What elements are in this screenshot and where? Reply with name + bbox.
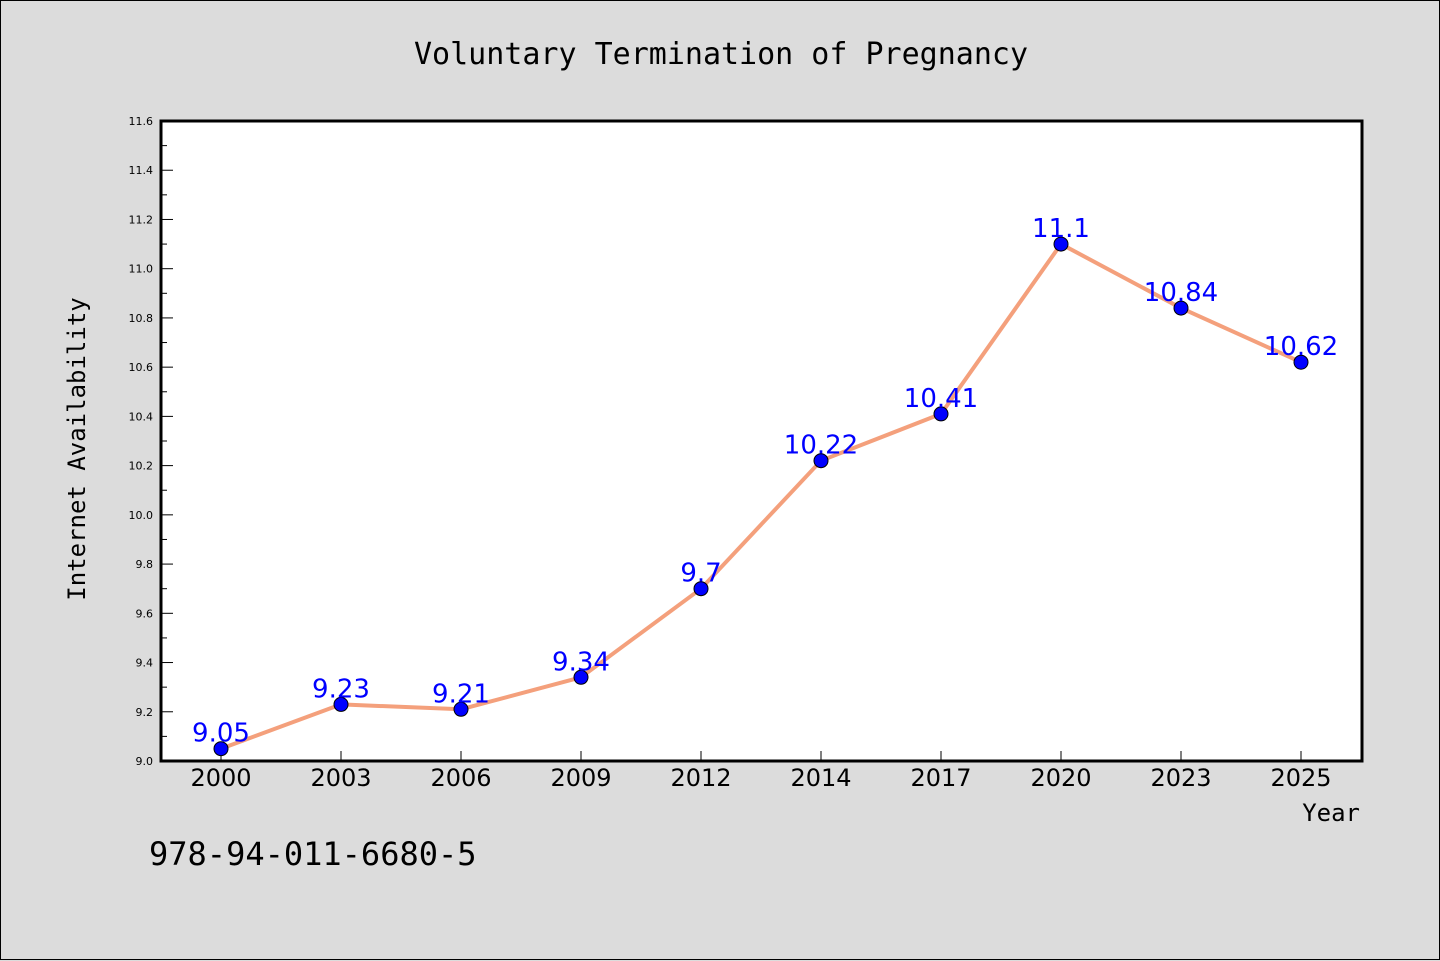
y-tick-label: 10.4 (129, 410, 154, 423)
data-point (573, 669, 589, 685)
x-tick-label: 2020 (1030, 764, 1091, 792)
y-tick-label: 11.6 (129, 115, 154, 128)
data-label: 9.7 (680, 559, 721, 589)
x-tick-label: 2023 (1150, 764, 1211, 792)
x-tick-label: 2014 (790, 764, 851, 792)
y-tick-label: 11.2 (129, 213, 154, 226)
data-point (933, 406, 949, 422)
x-tick-label: 2006 (430, 764, 491, 792)
x-axis: 2000 2003 2006 2009 2012 2014 2017 2020 2023 2025 (190, 751, 1332, 792)
x-tick-label: 2012 (670, 764, 731, 792)
data-label: 10.62 (1264, 332, 1338, 362)
y-tick-label: 9.8 (136, 558, 154, 571)
series-line-group (220, 242, 1302, 751)
data-point (1173, 300, 1189, 316)
y-tick-label: 9.4 (136, 657, 154, 670)
y-tick-label: 9.0 (136, 755, 154, 768)
data-label: 9.05 (192, 719, 250, 749)
series-points-group (213, 236, 1309, 757)
data-point (333, 696, 349, 712)
series-line (220, 242, 1302, 751)
data-point (453, 701, 469, 717)
data-label: 10.22 (784, 431, 858, 461)
data-point (693, 581, 709, 597)
x-tick-label: 2000 (190, 764, 251, 792)
x-tick-label: 2017 (910, 764, 971, 792)
y-tick-label: 9.2 (136, 706, 154, 719)
x-axis-label: Year (1302, 799, 1360, 827)
y-tick-label: 10.6 (129, 361, 154, 374)
y-axis-label: Internet Availability (63, 297, 91, 600)
data-label: 11.1 (1032, 214, 1090, 244)
data-point (813, 453, 829, 469)
data-point (1053, 236, 1069, 252)
x-tick-label: 2009 (550, 764, 611, 792)
data-label: 10.41 (904, 384, 978, 414)
y-tick-label: 11.4 (129, 164, 154, 177)
y-tick-label: 10.0 (129, 509, 154, 522)
y-tick-label: 10.2 (129, 460, 154, 473)
y-axis: 9.0 9.2 9.4 9.6 9.8 10.0 10.2 10.4 10.6 10.8 11.0 1… (129, 115, 173, 768)
data-point (1293, 354, 1309, 370)
data-label: 9.23 (312, 674, 370, 704)
y-tick-label: 10.8 (129, 312, 154, 325)
isbn-text: 978-94-011-6680-5 (149, 835, 477, 873)
data-labels-group: 9.05 9.23 9.21 9.34 9.7 10.22 10.41 11.1 10.84 10… (192, 214, 1338, 749)
y-tick-label: 11.0 (129, 263, 154, 276)
data-label: 9.21 (432, 679, 490, 709)
data-point (213, 741, 229, 757)
x-tick-label: 2003 (310, 764, 371, 792)
chart-title: Voluntary Termination of Pregnancy (414, 37, 1028, 72)
plot-area (159, 119, 1364, 763)
x-tick-label: 2025 (1270, 764, 1331, 792)
data-label: 9.34 (552, 647, 610, 677)
y-tick-label: 9.6 (136, 607, 154, 620)
data-label: 10.84 (1144, 278, 1218, 308)
